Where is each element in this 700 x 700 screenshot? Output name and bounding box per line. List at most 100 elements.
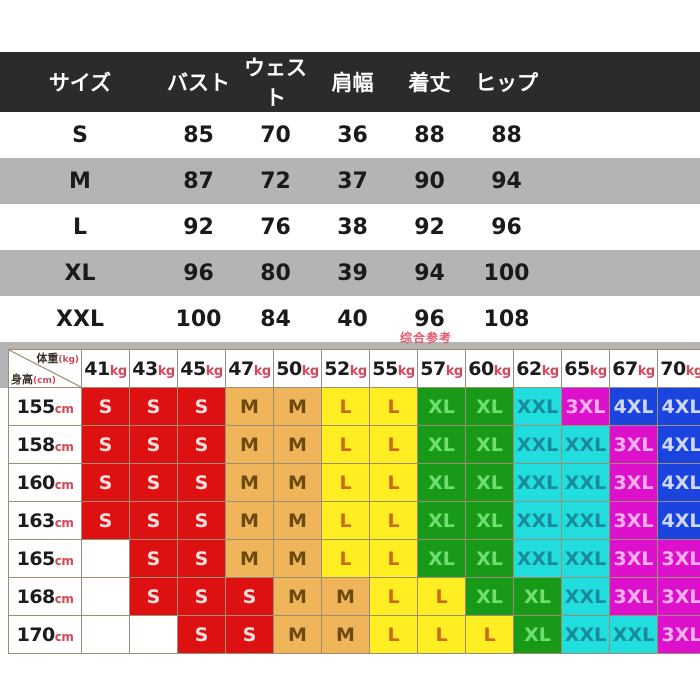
matrix-cell-163-65: XXL <box>561 501 610 540</box>
matrix-cell-168-70: 3XL <box>657 577 700 616</box>
matrix-cell-165-41 <box>81 539 130 578</box>
table-row: S 85 70 36 88 88 <box>0 112 700 158</box>
table-row: 170cm S S M M L L L XL XXL XXL 3XL <box>8 615 700 654</box>
matrix-weight-header-70: 70kg <box>657 349 700 388</box>
matrix-cell-158-55: L <box>369 425 418 464</box>
matrix-cell-155-45: S <box>177 387 226 426</box>
matrix-cell-168-62: XL <box>513 577 562 616</box>
matrix-cell-158-57: XL <box>417 425 466 464</box>
matrix-cell-158-60: XL <box>465 425 514 464</box>
matrix-weight-header-67: 67kg <box>609 349 658 388</box>
matrix-cell-168-57: L <box>417 577 466 616</box>
matrix-weight-header-50: 50kg <box>273 349 322 388</box>
matrix-cell-158-47: M <box>225 425 274 464</box>
matrix-cell-168-67: 3XL <box>609 577 658 616</box>
matrix-cell-165-67: 3XL <box>609 539 658 578</box>
matrix-cell-163-43: S <box>129 501 178 540</box>
matrix-cell-170-55: L <box>369 615 418 654</box>
matrix-cell-158-52: L <box>321 425 370 464</box>
matrix-cell-155-52: L <box>321 387 370 426</box>
matrix-cell-170-45: S <box>177 615 226 654</box>
matrix-cell-155-41: S <box>81 387 130 426</box>
matrix-cell-165-43: S <box>129 539 178 578</box>
spec-cell-spacer <box>545 112 700 158</box>
matrix-cell-163-52: L <box>321 501 370 540</box>
spec-cell-hip: 88 <box>491 122 522 148</box>
size-matrix-body: 体重(kg) 身高(cm) 41kg 43kg 45kg 47kg 50kg 52kg 55kg… <box>8 349 700 654</box>
spec-cell-shoulder: 40 <box>337 306 368 332</box>
spec-cell-length: 88 <box>414 122 445 148</box>
matrix-cell-158-45: S <box>177 425 226 464</box>
corner-height-label: 身高(cm) <box>11 373 56 386</box>
matrix-cell-155-67: 4XL <box>609 387 658 426</box>
matrix-cell-163-70: 4XL <box>657 501 700 540</box>
matrix-cell-160-52: L <box>321 463 370 502</box>
spec-cell-shoulder: 36 <box>337 122 368 148</box>
matrix-cell-158-67: 3XL <box>609 425 658 464</box>
matrix-cell-165-52: L <box>321 539 370 578</box>
spec-header-length: 着丈 <box>408 71 451 95</box>
matrix-cell-168-47: S <box>225 577 274 616</box>
table-row: 163cm S S S M M L L XL XL XXL XXL 3XL 4XL <box>8 501 700 540</box>
spec-cell-waist: 70 <box>260 122 291 148</box>
spec-cell-shoulder: 38 <box>337 214 368 240</box>
spec-cell-hip: 100 <box>483 260 530 286</box>
matrix-cell-163-60: XL <box>465 501 514 540</box>
matrix-cell-163-62: XXL <box>513 501 562 540</box>
table-row: XXL 100 84 40 96 108 <box>0 296 700 342</box>
matrix-cell-170-67: XXL <box>609 615 658 654</box>
matrix-cell-165-65: XXL <box>561 539 610 578</box>
size-matrix-table: 体重(kg) 身高(cm) 41kg 43kg 45kg 47kg 50kg 52kg 55kg… <box>8 349 700 654</box>
matrix-cell-165-55: L <box>369 539 418 578</box>
matrix-note-row: 综合参考 <box>8 330 692 347</box>
table-row: 168cm S S S M M L L XL XL XXL 3XL 3XL <box>8 577 700 616</box>
spec-cell-bust: 92 <box>183 214 214 240</box>
spec-table-header: サイズ バスト ウェスト 肩幅 着丈 ヒップ <box>0 52 700 112</box>
matrix-cell-158-50: M <box>273 425 322 464</box>
matrix-cell-160-43: S <box>129 463 178 502</box>
matrix-cell-168-55: L <box>369 577 418 616</box>
matrix-cell-170-47: S <box>225 615 274 654</box>
matrix-cell-170-52: M <box>321 615 370 654</box>
spec-cell-waist: 84 <box>260 306 291 332</box>
matrix-cell-163-50: M <box>273 501 322 540</box>
matrix-weight-header-65: 65kg <box>561 349 610 388</box>
matrix-cell-170-43 <box>129 615 178 654</box>
spec-header-size: サイズ <box>48 71 112 95</box>
spec-cell-size: S <box>72 122 88 148</box>
matrix-weight-header-57: 57kg <box>417 349 466 388</box>
matrix-cell-170-60: L <box>465 615 514 654</box>
matrix-cell-163-41: S <box>81 501 130 540</box>
spec-cell-shoulder: 37 <box>337 168 368 194</box>
matrix-note-label: 综合参考 <box>400 331 453 345</box>
matrix-weight-header-41: 41kg <box>81 349 130 388</box>
spec-cell-bust: 96 <box>183 260 214 286</box>
matrix-height-header-168: 168cm <box>8 577 82 616</box>
matrix-cell-158-43: S <box>129 425 178 464</box>
matrix-cell-158-65: XXL <box>561 425 610 464</box>
matrix-cell-155-65: 3XL <box>561 387 610 426</box>
matrix-cell-158-41: S <box>81 425 130 464</box>
spec-cell-waist: 76 <box>260 214 291 240</box>
spec-header-bust: バスト <box>167 71 230 95</box>
spec-cell-size: XXL <box>56 306 104 332</box>
corner-weight-label: 体重(kg) <box>36 352 79 365</box>
matrix-cell-165-45: S <box>177 539 226 578</box>
matrix-cell-163-55: L <box>369 501 418 540</box>
matrix-cell-160-67: 3XL <box>609 463 658 502</box>
matrix-weight-header-60: 60kg <box>465 349 514 388</box>
matrix-cell-165-70: 3XL <box>657 539 700 578</box>
diagonal-divider-icon <box>9 350 81 387</box>
matrix-cell-163-67: 3XL <box>609 501 658 540</box>
matrix-cell-165-50: M <box>273 539 322 578</box>
matrix-cell-168-45: S <box>177 577 226 616</box>
matrix-weight-header-62: 62kg <box>513 349 562 388</box>
matrix-cell-155-50: M <box>273 387 322 426</box>
matrix-corner-cell: 体重(kg) 身高(cm) <box>8 349 82 388</box>
spec-cell-shoulder: 39 <box>337 260 368 286</box>
matrix-cell-155-60: XL <box>465 387 514 426</box>
matrix-cell-155-47: M <box>225 387 274 426</box>
matrix-cell-155-57: XL <box>417 387 466 426</box>
matrix-height-header-165: 165cm <box>8 539 82 578</box>
